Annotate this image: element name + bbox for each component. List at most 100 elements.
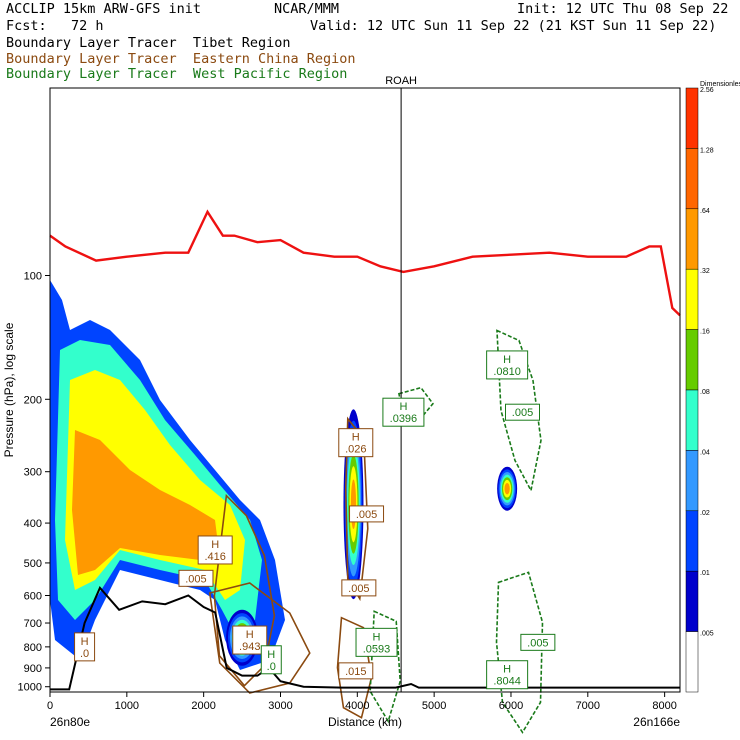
contour-label-text-10-0: H <box>399 401 407 413</box>
field-blob-6000km-level-6 <box>504 483 510 495</box>
contour-label-box-1 <box>197 535 233 565</box>
colorbar-label-8: .01 <box>700 570 710 577</box>
contour-label-box-10 <box>382 397 425 427</box>
colorbar-swatch-7 <box>685 510 699 572</box>
contour-label-box-12 <box>505 403 540 421</box>
legend-west-pacific: Boundary Layer Tracer West Pacific Regio… <box>6 66 348 82</box>
contour-label-text-9-0: .015 <box>345 666 366 678</box>
contour-label-box-6 <box>349 505 385 523</box>
y-axis-title: Pressure (hPa), log scale <box>2 322 16 457</box>
y-tick-label-0: 100 <box>24 270 42 282</box>
x-tick-label-8: 8000 <box>652 700 676 712</box>
green-contour-upper <box>496 329 542 493</box>
x-tick-label-7: 7000 <box>576 700 600 712</box>
contour-label-box-5 <box>338 428 374 458</box>
colorbar-title: Dimensionless <box>700 81 740 88</box>
colorbar-swatch-1 <box>685 148 699 210</box>
colorbar-label-4: .16 <box>700 329 710 336</box>
contour-label-text-11-0: H <box>503 354 511 366</box>
x-tick-label-1: 1000 <box>115 700 139 712</box>
terrain-line <box>50 586 680 691</box>
contour-label-box-13 <box>520 633 556 651</box>
contour-label-text-2-0: .005 <box>185 573 206 585</box>
x-tick-label-6: 6000 <box>499 700 523 712</box>
y-tick-label-4: 500 <box>24 558 42 570</box>
colorbar-swatch-2 <box>685 208 699 270</box>
contour-label-box-9 <box>338 662 374 680</box>
contour-label-text-12-0: .005 <box>512 407 533 419</box>
colorbar-swatch-6 <box>685 450 699 512</box>
y-tick-label-1: 200 <box>24 394 42 406</box>
contour-label-box-8 <box>355 627 398 657</box>
tropopause-line <box>49 209 681 317</box>
y-tick-label-5: 600 <box>24 590 42 602</box>
contour-label-text-14-0: H <box>503 664 511 676</box>
contour-label-text-1-0: H <box>211 539 219 551</box>
contour-label-box-11 <box>486 350 529 380</box>
x-tick-label-5: 5000 <box>422 700 446 712</box>
forecast-hour: Fcst: 72 h <box>6 18 104 34</box>
colorbar-label-3: .32 <box>700 268 710 275</box>
field-peak-level <box>72 430 220 575</box>
legend-eastern-china: Boundary Layer Tracer Eastern China Regi… <box>6 51 356 67</box>
contour-label-box-4 <box>260 645 282 675</box>
colorbar-label-2: .64 <box>700 208 710 215</box>
x-axis-title: Distance (km) <box>328 715 402 729</box>
contour-label-text-0-0: H <box>81 636 89 648</box>
y-tick-label-8: 900 <box>24 663 42 675</box>
colorbar-label-9: .005 <box>700 631 714 638</box>
colorbar-swatch-8 <box>685 570 699 632</box>
valid-time: Valid: 12 UTC Sun 11 Sep 22 (21 KST Sun … <box>310 18 717 34</box>
x-tick-label-4: 4000 <box>345 700 369 712</box>
contour-label-text-3-1: .943 <box>239 641 260 653</box>
contour-label-text-13-0: .005 <box>527 637 548 649</box>
x-tick-label-2: 2000 <box>191 700 215 712</box>
brown-contour-lower <box>208 582 311 694</box>
colorbar-label-6: .04 <box>700 449 710 456</box>
contour-label-text-4-1: .0 <box>267 661 276 673</box>
colorbar-swatch-0 <box>685 87 699 149</box>
contour-label-text-3-0: H <box>246 629 254 641</box>
contour-label-box-7 <box>341 579 377 597</box>
center-name: NCAR/MMM <box>274 1 340 17</box>
contour-label-text-5-0: H <box>352 432 360 444</box>
contour-label-box-14 <box>486 660 529 690</box>
contour-label-text-11-1: .0810 <box>493 366 521 378</box>
right-endpoint-label: 26n166e <box>633 715 680 729</box>
contour-label-text-8-0: H <box>373 631 381 643</box>
contour-label-text-1-1: .416 <box>204 551 225 563</box>
contour-label-box-0 <box>74 632 96 662</box>
colorbar-label-0: 2.56 <box>700 87 714 94</box>
plot-frame <box>49 87 681 693</box>
x-tick-label-3: 3000 <box>268 700 292 712</box>
colorbar-swatch-3 <box>685 268 699 330</box>
y-tick-label-3: 400 <box>24 518 42 530</box>
colorbar-swatch-5 <box>685 389 699 451</box>
x-tick-label-0: 0 <box>47 700 53 712</box>
contour-label-text-7-0: .005 <box>348 583 369 595</box>
contour-label-text-8-1: .0593 <box>363 643 391 655</box>
contour-label-text-4-0: H <box>267 649 275 661</box>
contour-label-text-0-1: .0 <box>80 648 89 660</box>
legend-tibet: Boundary Layer Tracer Tibet Region <box>6 35 291 51</box>
green-contour-lower <box>495 571 544 734</box>
contour-label-text-6-0: .005 <box>356 509 377 521</box>
colorbar-label-5: .08 <box>700 389 710 396</box>
y-tick-label-2: 300 <box>24 467 42 479</box>
colorbar-swatch-4 <box>685 329 699 391</box>
brown-contour-4000km <box>336 616 373 719</box>
contour-label-box-2 <box>178 569 214 587</box>
contour-label-text-5-1: .026 <box>345 444 366 456</box>
contour-label-text-10-1: .0396 <box>390 413 418 425</box>
left-endpoint-label: 26n80e <box>50 715 90 729</box>
colorbar-swatch-9 <box>685 631 699 693</box>
contour-label-text-14-1: .8044 <box>493 676 521 688</box>
y-tick-label-9: 1000 <box>18 682 42 694</box>
green-contour-4300km <box>369 610 402 724</box>
y-tick-label-6: 700 <box>24 618 42 630</box>
model-title: ACCLIP 15km ARW-GFS init <box>6 1 202 17</box>
y-tick-label-7: 800 <box>24 642 42 654</box>
colorbar-label-7: .02 <box>700 510 710 517</box>
